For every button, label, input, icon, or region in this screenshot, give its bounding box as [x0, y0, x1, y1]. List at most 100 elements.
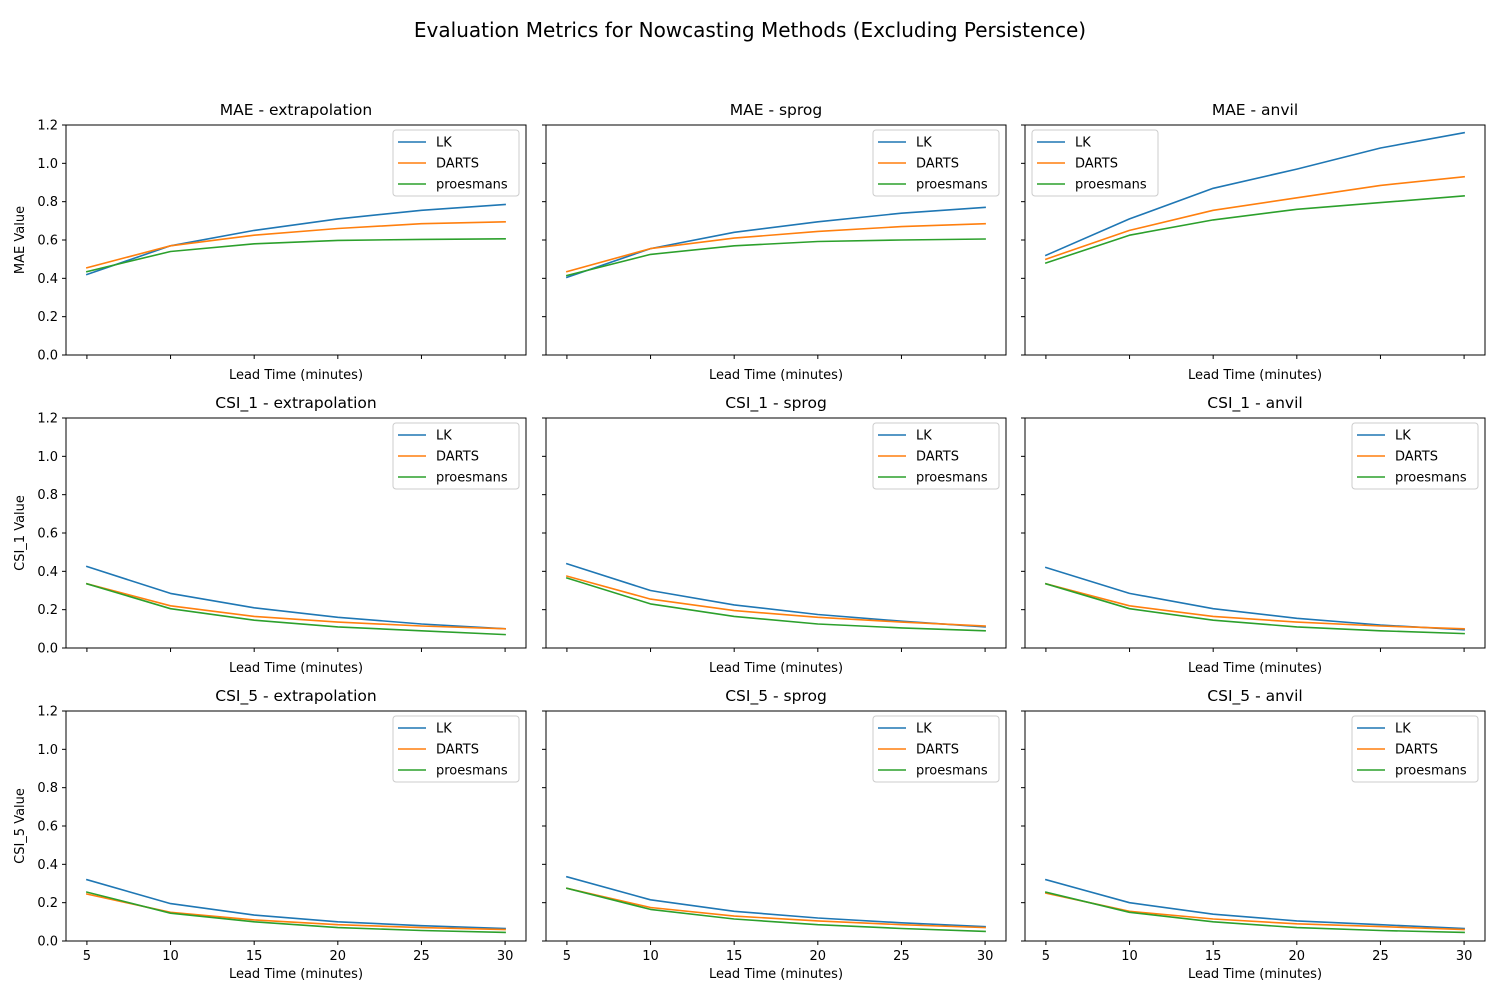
y-tick-label: 0.6 [37, 820, 58, 835]
subplot-title: MAE - anvil [1212, 101, 1298, 119]
legend-box [392, 422, 520, 490]
x-tick-label: 25 [893, 949, 910, 964]
subplot-title: CSI_1 - extrapolation [215, 394, 377, 413]
x-tick-label: 30 [1456, 949, 1473, 964]
y-tick-label: 0.4 [37, 272, 58, 287]
series-line-darts [85, 582, 506, 630]
x-tick-label: 30 [497, 949, 514, 964]
legend-box [392, 715, 520, 783]
legend-label: DARTS [1395, 743, 1438, 758]
series-line-lk [1044, 566, 1465, 631]
y-tick-label: 1.0 [37, 450, 58, 465]
legend-label: proesmans [916, 471, 988, 486]
legend-box [1351, 422, 1479, 490]
legend-label: DARTS [436, 450, 479, 465]
legend: LK DARTS proesmans [872, 129, 1000, 197]
series-line-proesmans [1044, 195, 1465, 265]
series-line-darts [1044, 175, 1465, 261]
series-line-lk [565, 562, 986, 628]
y-tick-label: 1.2 [37, 412, 58, 427]
x-axis-label: Lead Time (minutes) [229, 661, 363, 676]
subplot-title: MAE - sprog [730, 101, 823, 119]
x-tick-label: 5 [1042, 949, 1050, 964]
legend-label: LK [436, 722, 452, 737]
subplot-title: CSI_5 - anvil [1207, 687, 1302, 706]
x-tick-label: 20 [330, 949, 347, 964]
series-line-darts [565, 575, 986, 627]
legend-label: DARTS [1395, 450, 1438, 465]
subplot-title: CSI_1 - sprog [725, 394, 827, 413]
y-tick-label: 0.2 [37, 603, 58, 618]
subplot: CSI_1 - anvil Lead Time (minutes) LK DARTS p… [1021, 394, 1486, 676]
x-tick-label: 20 [810, 949, 827, 964]
legend-label: proesmans [1395, 764, 1467, 779]
legend-label: LK [1075, 136, 1091, 151]
x-tick-label: 15 [726, 949, 743, 964]
x-tick-label: 25 [413, 949, 430, 964]
subplot: CSI_5 - extrapolation 0.0 0.2 0.4 0.6 0.8 1.0 1… [13, 687, 527, 982]
y-axis-label: CSI_1 Value [13, 495, 28, 571]
x-axis-label: Lead Time (minutes) [229, 967, 363, 982]
legend: LK DARTS proesmans [1351, 422, 1479, 490]
y-tick-label: 1.2 [37, 705, 58, 720]
y-tick-label: 0.0 [37, 935, 58, 950]
legend-label: DARTS [916, 450, 959, 465]
x-tick-label: 5 [83, 949, 91, 964]
x-tick-label: 10 [162, 949, 179, 964]
series-line-darts [85, 220, 506, 269]
series-line-lk [565, 875, 986, 928]
y-tick-label: 0.8 [37, 195, 58, 210]
subplot: MAE - sprog Lead Time (minutes) LK DARTS pro… [542, 101, 1007, 383]
plot-frame [1024, 710, 1486, 942]
subplot: CSI_1 - sprog Lead Time (minutes) LK DARTS p… [542, 394, 1007, 676]
x-axis-label: Lead Time (minutes) [709, 368, 843, 383]
series-line-lk [85, 565, 506, 630]
series-line-proesmans [565, 238, 986, 277]
y-tick-label: 0.2 [37, 310, 58, 325]
legend-label: DARTS [916, 743, 959, 758]
plot-frame [1024, 417, 1486, 649]
series-line-lk [85, 203, 506, 276]
x-axis-label: Lead Time (minutes) [1188, 661, 1322, 676]
legend: LK DARTS proesmans [1031, 129, 1159, 197]
y-tick-label: 1.0 [37, 743, 58, 758]
y-tick-label: 0.0 [37, 349, 58, 364]
legend-label: proesmans [1395, 471, 1467, 486]
y-tick-label: 0.8 [37, 781, 58, 796]
series-line-proesmans [85, 582, 506, 636]
plot-frame [545, 124, 1007, 356]
legend: LK DARTS proesmans [872, 715, 1000, 783]
subplot-title: MAE - extrapolation [220, 101, 372, 119]
legend-label: proesmans [436, 764, 508, 779]
legend: LK DARTS proesmans [392, 422, 520, 490]
legend-label: LK [436, 136, 452, 151]
x-axis-label: Lead Time (minutes) [709, 967, 843, 982]
series-line-lk [565, 206, 986, 279]
subplot-title: CSI_1 - anvil [1207, 394, 1302, 413]
legend-label: LK [1395, 429, 1411, 444]
x-axis-label: Lead Time (minutes) [1188, 967, 1322, 982]
legend-label: LK [916, 136, 932, 151]
x-axis-label: Lead Time (minutes) [709, 661, 843, 676]
y-tick-label: 0.0 [37, 642, 58, 657]
legend: LK DARTS proesmans [392, 129, 520, 197]
subplot: CSI_1 - extrapolation 0.0 0.2 0.4 0.6 0.8 1.0 1… [13, 394, 527, 676]
legend-label: LK [1395, 722, 1411, 737]
series-line-darts [1044, 582, 1465, 630]
series-line-darts [565, 887, 986, 929]
y-tick-label: 0.6 [37, 234, 58, 249]
y-tick-label: 0.4 [37, 565, 58, 580]
x-axis-label: Lead Time (minutes) [229, 368, 363, 383]
panel-grid: MAE - extrapolation 0.0 0.2 0.4 0.6 0.8 1.0 1.2… [13, 101, 1486, 982]
plot-frame [65, 124, 527, 356]
legend-box [1351, 715, 1479, 783]
legend-box [1031, 129, 1159, 197]
legend-label: LK [916, 722, 932, 737]
x-tick-label: 30 [977, 949, 994, 964]
legend: LK DARTS proesmans [392, 715, 520, 783]
y-tick-label: 1.0 [37, 157, 58, 172]
x-tick-label: 10 [642, 949, 659, 964]
y-tick-label: 0.8 [37, 488, 58, 503]
x-tick-label: 10 [1121, 949, 1138, 964]
